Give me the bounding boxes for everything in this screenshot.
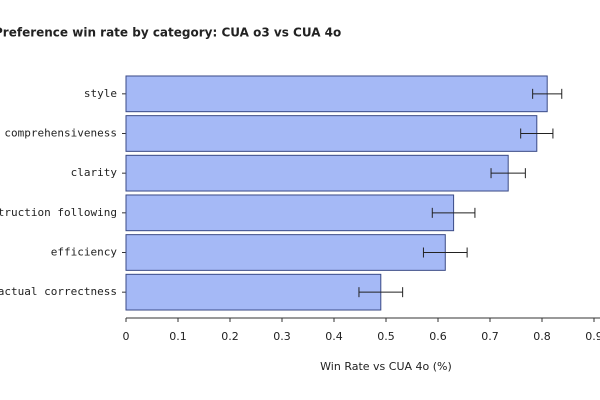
- x-tick-label: 0: [123, 330, 130, 343]
- bar: [125, 194, 455, 232]
- y-tick-label: style: [84, 87, 117, 100]
- bar: [125, 234, 446, 271]
- x-tick-label: 0.7: [481, 330, 499, 343]
- y-tick-label: instruction following: [0, 206, 117, 219]
- y-tick-label: clarity: [71, 166, 118, 179]
- error-bar: [422, 247, 468, 258]
- error-bar: [490, 168, 526, 179]
- x-tick-label: 0.2: [221, 330, 239, 343]
- bar: [125, 154, 509, 192]
- x-tick-label: 0.8: [533, 330, 551, 343]
- error-bar: [358, 287, 404, 298]
- x-tick-label: 0.9: [585, 330, 600, 343]
- x-tick-label: 0.1: [169, 330, 187, 343]
- y-tick-label: efficiency: [51, 246, 118, 259]
- error-bar: [532, 88, 563, 99]
- bar: [125, 273, 382, 311]
- error-bar: [520, 128, 554, 139]
- bar: [125, 115, 538, 152]
- y-tick-label: comprehensiveness: [4, 127, 117, 140]
- error-bar: [431, 207, 476, 218]
- x-tick-label: 0.3: [273, 330, 291, 343]
- x-tick-label: 0.6: [429, 330, 447, 343]
- y-tick-label: factual correctness: [0, 285, 117, 298]
- x-tick-label: 0.4: [325, 330, 343, 343]
- x-axis-label: Win Rate vs CUA 4o (%): [320, 360, 452, 373]
- x-tick-label: 0.5: [377, 330, 395, 343]
- bar: [125, 75, 548, 113]
- chart-title: Preference win rate by category: CUA o3 …: [0, 26, 341, 40]
